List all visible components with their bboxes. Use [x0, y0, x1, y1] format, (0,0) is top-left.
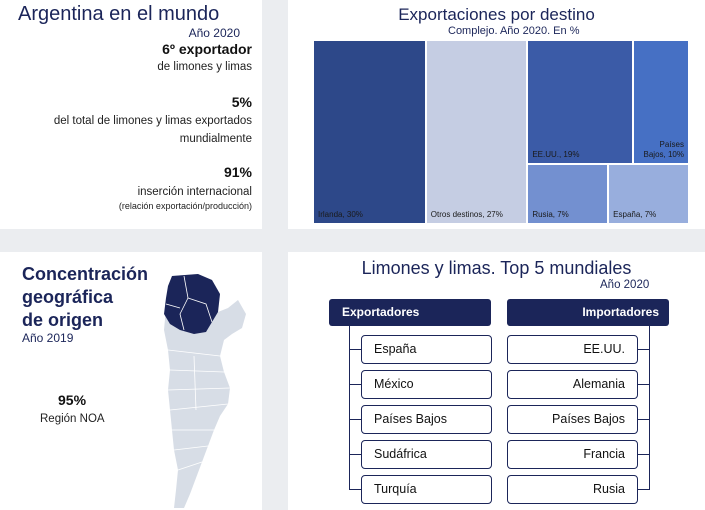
tile-espana: España, 7%: [608, 164, 689, 224]
tile-label-paises-bajos-2: Bajos, 10%: [643, 150, 684, 160]
connector-stub: [349, 384, 361, 385]
noa-region-highlight: [164, 274, 220, 334]
tile-eeuu: EE.UU., 19%: [527, 40, 634, 165]
world-panel: Argentina en el mundo Año 2020 6º export…: [0, 0, 262, 229]
stat-share: 5% del total de limones y limas exportad…: [54, 94, 252, 147]
tile-label-paises-bajos: Países Bajos, 10%: [644, 140, 684, 160]
connector-stub: [638, 454, 650, 455]
importers-connector: [649, 326, 650, 489]
treemap-chart: Irlanda, 30% Otros destinos, 27% EE.UU.,…: [313, 40, 689, 224]
tile-label-otros: Otros destinos, 27%: [430, 210, 503, 219]
importer-item: Francia: [507, 440, 638, 469]
exporter-item: México: [361, 370, 492, 399]
argentina-map-base: [164, 274, 246, 508]
exporters-header: Exportadores: [329, 299, 491, 326]
importers-header: Importadores: [507, 299, 669, 326]
exporter-item: Turquía: [361, 475, 492, 504]
stat-share-value: 5%: [231, 94, 252, 110]
exports-panel: Exportaciones por destino Complejo. Año …: [288, 0, 705, 229]
tile-label-rusia: Rusia, 7%: [532, 209, 569, 219]
connector-stub: [349, 349, 361, 350]
stat-share-text-1: del total de limones y limas exportados: [53, 115, 252, 127]
stat-rank: 6º exportador de limones y limas: [157, 41, 252, 75]
connector-stub: [349, 454, 361, 455]
stat-insertion-note: (relación exportación/producción): [118, 201, 252, 211]
origin-title-1: Concentración: [22, 264, 149, 284]
stat-insertion-value: 91%: [223, 164, 252, 180]
connector-stub: [638, 489, 650, 490]
origin-region: Región NOA: [40, 413, 105, 425]
top5-panel: Limones y limas. Top 5 mundiales Año 202…: [288, 252, 705, 510]
world-title: Argentina en el mundo: [18, 3, 220, 25]
stat-insertion-text: inserción internacional: [137, 186, 252, 198]
origin-title-3: de origen: [22, 310, 104, 330]
origin-title-2: geográfica: [22, 287, 114, 307]
tile-otros: Otros destinos, 27%: [425, 40, 528, 224]
top5-year: Año 2020: [600, 279, 650, 291]
stat-share-text-2: mundialmente: [179, 133, 252, 145]
exporters-connector: [349, 326, 350, 489]
stat-insertion: 91% inserción internacional (relación ex…: [119, 164, 252, 211]
importer-item: Rusia: [507, 475, 638, 504]
stat-rank-value: 6º exportador: [162, 41, 252, 57]
tile-label-eeuu: EE.UU., 19%: [532, 150, 580, 160]
importer-item: EE.UU.: [507, 335, 638, 364]
tile-rusia: Rusia, 7%: [527, 164, 609, 224]
exports-subtitle: Complejo. Año 2020. En %: [448, 25, 580, 37]
connector-stub: [638, 349, 650, 350]
origin-title: Concentración geográfica de origen: [22, 263, 148, 332]
importer-item: Alemania: [507, 370, 638, 399]
connector-stub: [349, 419, 361, 420]
top5-title: Limones y limas. Top 5 mundiales: [361, 258, 632, 278]
importer-item: Países Bajos: [507, 405, 638, 434]
exporter-item: Países Bajos: [361, 405, 492, 434]
tile-label-paises-bajos-1: Países: [659, 140, 684, 150]
tile-label-irlanda: Irlanda, 30%: [318, 210, 363, 219]
exporter-item: Sudáfrica: [361, 440, 492, 469]
argentina-map: [164, 274, 246, 508]
origin-panel: Concentración geográfica de origen Año 2…: [0, 252, 262, 510]
tile-label-espana: España, 7%: [613, 209, 657, 219]
connector-stub: [638, 384, 650, 385]
tile-irlanda: Irlanda, 30%: [313, 40, 426, 224]
exports-title: Exportaciones por destino: [398, 5, 595, 24]
connector-stub: [638, 419, 650, 420]
connector-stub: [349, 489, 361, 490]
world-year: Año 2020: [188, 26, 240, 40]
origin-pct: 95%: [58, 392, 87, 408]
exporter-item: España: [361, 335, 492, 364]
stat-rank-text: de limones y limas: [157, 61, 252, 73]
tile-paises-bajos: Países Bajos, 10%: [633, 40, 689, 165]
origin-year: Año 2019: [22, 331, 74, 345]
